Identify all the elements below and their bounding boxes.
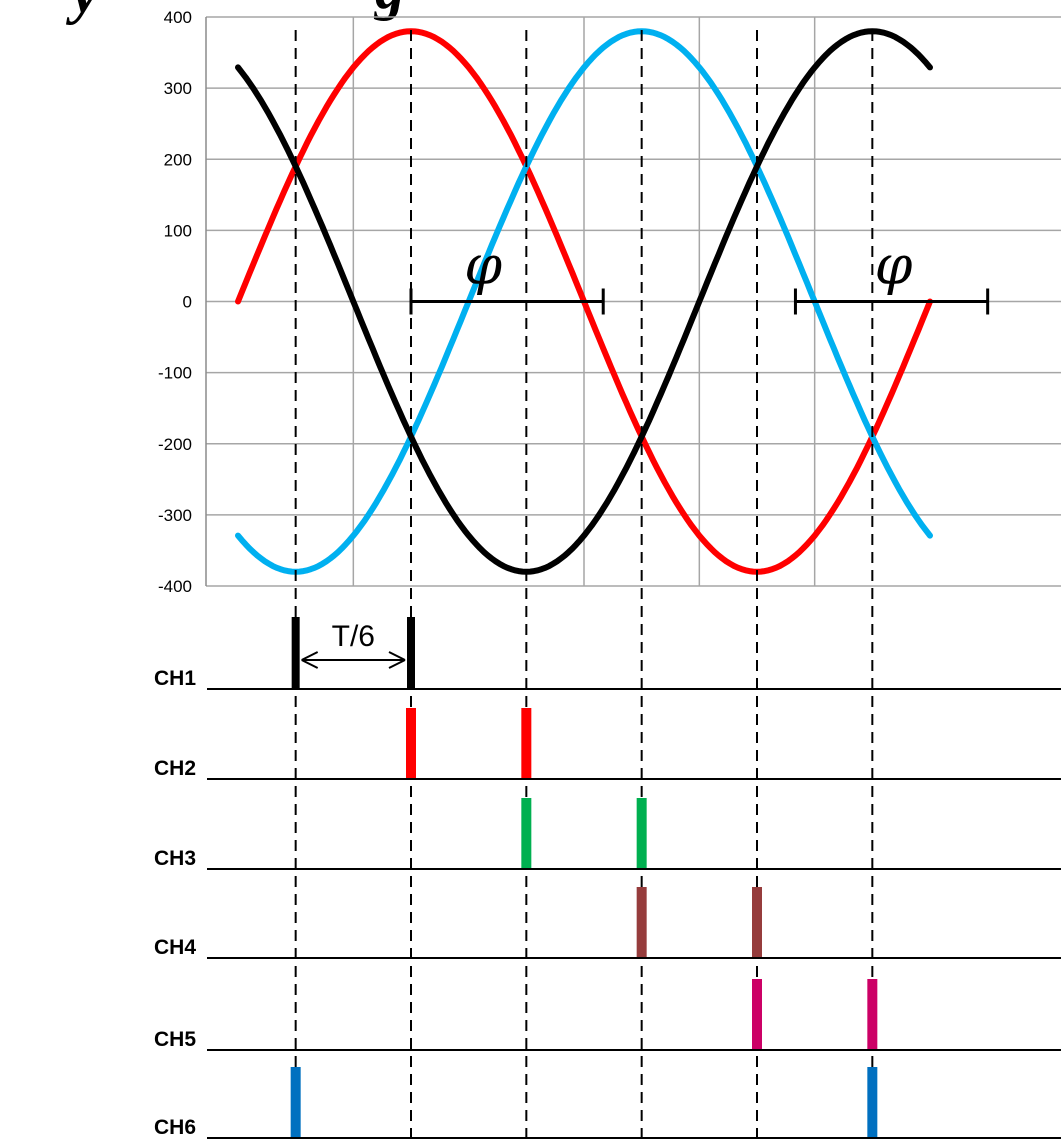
channel-label-4: CH4 [154,936,196,959]
channel-label-3: CH3 [154,847,196,870]
t6-arrowhead-left [301,651,319,669]
partial-title: y g [66,0,405,25]
y-axis-ticks: 400 300 200 100 0 -100 -200 -300 -400 [158,8,192,596]
phi-label-2: φ [875,234,913,297]
partial-title-fragment-1: y [66,0,99,25]
channel-label-1: CH1 [154,667,196,690]
y-tick-label: 400 [164,8,192,27]
channel-rows: CH1 CH2 CH3 CH4 CH5 CH6 [154,667,1061,1139]
y-tick-label: -400 [158,577,192,596]
channel-label-2: CH2 [154,757,196,780]
channel-label-6: CH6 [154,1116,196,1139]
y-tick-label: -100 [158,364,192,383]
y-tick-label: 200 [164,150,192,169]
y-tick-label: -200 [158,435,192,454]
y-tick-label: -300 [158,506,192,525]
t6-arrowhead-right [388,651,406,669]
t6-label: T/6 [332,620,375,653]
channel-label-5: CH5 [154,1028,196,1051]
partial-title-fragment-2: g [373,0,405,21]
y-tick-label: 300 [164,79,192,98]
y-tick-label: 0 [183,293,192,312]
annotations: φ φ T/6 [291,234,990,690]
phase-curve-3 [235,28,933,575]
y-tick-label: 100 [164,221,192,240]
phi-label-1: φ [464,234,502,297]
